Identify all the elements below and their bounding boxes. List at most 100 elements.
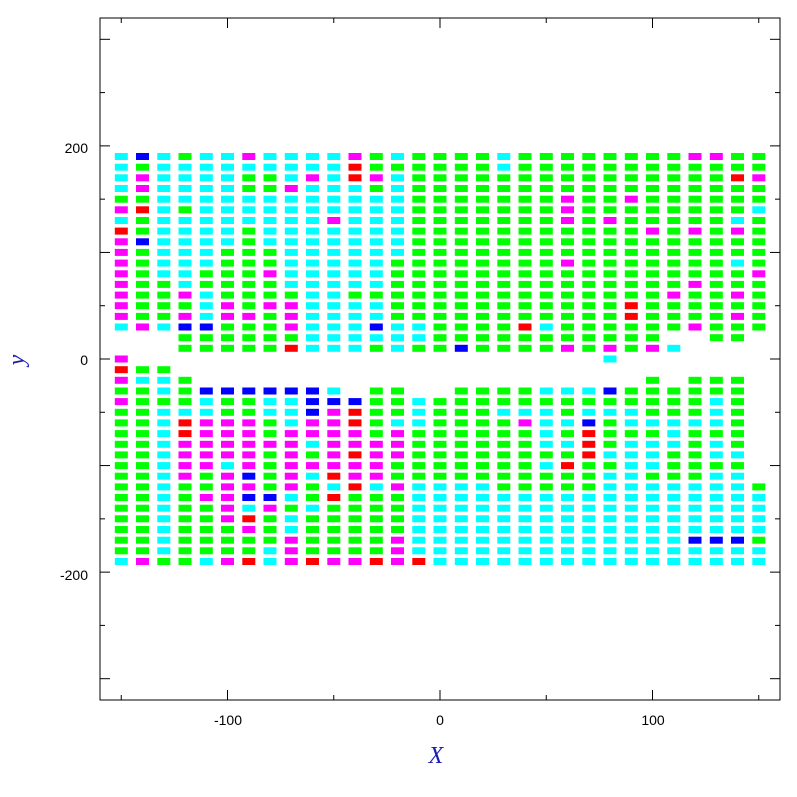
data-point — [178, 419, 192, 427]
data-point — [752, 227, 766, 235]
data-point — [454, 291, 468, 299]
data-point — [242, 462, 256, 470]
data-point — [369, 451, 383, 459]
data-point — [114, 408, 128, 416]
data-point — [539, 344, 553, 352]
data-point — [199, 536, 213, 544]
data-point — [369, 398, 383, 406]
data-point — [476, 430, 489, 438]
data-point — [518, 227, 532, 235]
data-point — [731, 153, 744, 160]
data-point — [178, 536, 192, 544]
data-point — [731, 280, 744, 288]
data-point — [136, 494, 149, 501]
data-point — [136, 483, 149, 491]
data-point — [497, 248, 511, 256]
data-point — [603, 302, 617, 310]
data-point — [624, 163, 638, 171]
data-point — [752, 163, 766, 171]
data-point — [284, 558, 298, 565]
data-point — [114, 536, 128, 544]
data-point — [221, 174, 234, 182]
data-point — [199, 174, 213, 182]
data-point — [709, 312, 723, 320]
data-point — [454, 217, 468, 224]
data-point — [624, 238, 638, 246]
data-point — [412, 483, 426, 491]
data-point — [667, 248, 681, 256]
data-point — [348, 238, 362, 246]
data-point — [114, 494, 128, 501]
data-point — [667, 398, 681, 406]
data-point — [157, 547, 171, 555]
data-point — [348, 334, 362, 342]
data-point — [667, 387, 681, 395]
data-point — [199, 398, 213, 406]
data-point — [327, 515, 341, 523]
data-point — [412, 408, 426, 416]
data-point — [454, 344, 468, 352]
data-point — [646, 376, 659, 384]
data-point — [369, 280, 383, 288]
data-point — [263, 312, 277, 320]
data-point — [603, 462, 617, 470]
data-point — [114, 504, 128, 512]
data-point — [114, 366, 128, 374]
data-point — [327, 483, 341, 491]
data-point — [284, 504, 298, 512]
data-point — [178, 259, 192, 267]
data-point — [369, 472, 383, 480]
data-point — [497, 430, 511, 438]
data-point — [114, 419, 128, 427]
data-point — [178, 248, 192, 256]
data-point — [412, 248, 426, 256]
data-point — [646, 494, 659, 501]
data-point — [157, 526, 171, 533]
data-point — [433, 472, 447, 480]
data-point — [476, 387, 489, 395]
data-point — [497, 504, 511, 512]
data-point — [348, 302, 362, 310]
data-point — [539, 174, 553, 182]
data-point — [624, 302, 638, 310]
data-point — [178, 408, 192, 416]
data-point — [688, 483, 702, 491]
data-point — [242, 430, 256, 438]
data-point — [624, 312, 638, 320]
data-point — [433, 259, 447, 267]
data-point — [327, 195, 341, 203]
data-point — [157, 515, 171, 523]
data-point — [369, 504, 383, 512]
axis-ticks — [100, 18, 780, 700]
data-point — [391, 259, 404, 267]
data-point — [306, 558, 319, 565]
data-point — [561, 195, 574, 203]
data-point — [242, 334, 256, 342]
data-point — [157, 238, 171, 246]
data-point — [518, 419, 532, 427]
data-point — [646, 408, 659, 416]
data-point — [624, 419, 638, 427]
data-point — [242, 174, 256, 182]
data-point — [709, 451, 723, 459]
data-point — [667, 185, 681, 192]
data-point — [263, 547, 277, 555]
data-point — [306, 462, 319, 470]
data-point — [752, 280, 766, 288]
data-point — [688, 291, 702, 299]
data-point — [221, 451, 234, 459]
data-point — [454, 334, 468, 342]
data-point — [284, 344, 298, 352]
data-point — [114, 387, 128, 395]
data-point — [157, 312, 171, 320]
data-point — [539, 408, 553, 416]
data-point — [369, 515, 383, 523]
data-point — [306, 494, 319, 501]
data-point — [518, 494, 532, 501]
data-points — [114, 153, 766, 565]
data-point — [518, 472, 532, 480]
data-point — [136, 227, 149, 235]
data-point — [242, 270, 256, 278]
data-point — [199, 153, 213, 160]
data-point — [603, 312, 617, 320]
